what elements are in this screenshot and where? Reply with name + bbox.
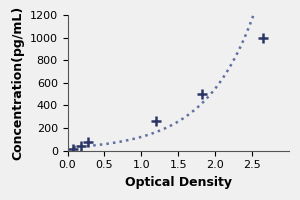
X-axis label: Optical Density: Optical Density: [125, 176, 232, 189]
Y-axis label: Concentration(pg/mL): Concentration(pg/mL): [11, 6, 24, 160]
